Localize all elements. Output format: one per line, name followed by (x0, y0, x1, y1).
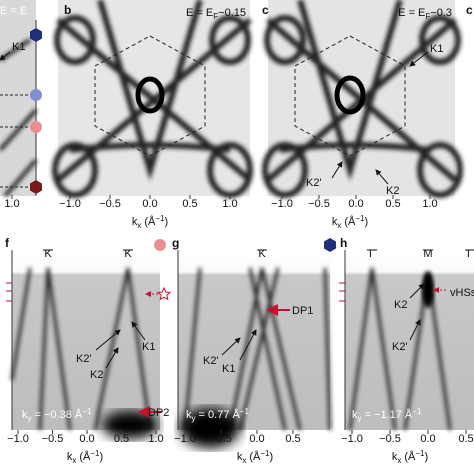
annotation: K2 (394, 299, 407, 311)
x-tick-label: 0.5 (285, 433, 300, 445)
axis-label-part: ) (270, 451, 274, 463)
annotation: vHSs (450, 287, 474, 299)
axis-label-part: −1 (260, 449, 270, 458)
point-label: Γ (467, 248, 473, 260)
momentum-label: ky = −1.17 Å−1 (352, 407, 422, 423)
point-label: Γ (369, 248, 375, 260)
momentum-label: ky = 0.77 Å−1 (186, 407, 250, 423)
annotation: K1 (430, 43, 443, 55)
x-tick-label: 1.0 (4, 198, 19, 210)
tick-labels: 1.0 −1.0 −0.5 0.0 0.5 1.0kx (Å−1)−1.0 −0.5 0.0 0… (4, 195, 474, 465)
x-tick-label: 1.0 (148, 433, 163, 445)
panel-letter: c (262, 3, 269, 17)
axis-label-part: (Å (76, 450, 91, 463)
x-tick-label: −0.5 (308, 198, 330, 210)
x-axis-label: kx (Å−1) (332, 214, 368, 230)
momentum-label: ky = −0.38 Å−1 (22, 407, 92, 423)
annotation: K1 (222, 363, 235, 375)
annotation: K1 (142, 341, 155, 353)
x-tick-label: −0.5 (42, 433, 64, 445)
axis-label-part: x (242, 456, 246, 465)
panel-f: f K K K1 K2' K2 DP2 ky = −0.38 Å−1 (5, 236, 172, 439)
x-tick-label: 0.0 (420, 433, 435, 445)
x-tick-label: 0.0 (348, 198, 363, 210)
panel-b: b E = EF−0.15 (52, 0, 253, 198)
annotation: DP2 (148, 407, 169, 419)
panel-g: g K DP1 K2' K1 ky = 0.77 Å−1 (172, 236, 336, 448)
panel-letter: c (466, 3, 473, 17)
axis-label-part: −1 (355, 214, 365, 223)
x-tick-label: 1.0 (422, 198, 437, 210)
axis-label-part: (Å (141, 215, 156, 228)
x-axis-label: kx (Å−1) (67, 449, 103, 465)
axis-label-part: x (397, 456, 401, 465)
axis-label-part: ) (365, 216, 369, 228)
energy-label: E = EF−0.3 (398, 7, 452, 21)
point-label: K (258, 248, 266, 260)
annotation: K2' (203, 355, 219, 367)
x-tick-label: 0.5 (182, 198, 197, 210)
x-tick-label: 1.0 (222, 198, 237, 210)
x-tick-label: 0.5 (458, 433, 473, 445)
x-tick-label: −1.0 (271, 198, 293, 210)
annotation: K2' (76, 353, 92, 365)
axis-label-part: x (72, 456, 76, 465)
x-tick-label: −0.5 (379, 433, 401, 445)
axis-label-part: k (132, 216, 138, 228)
point-label: M (423, 248, 432, 260)
axis-label-part: k (237, 451, 243, 463)
point-label: K (44, 248, 52, 260)
axis-label-part: (Å (341, 215, 356, 228)
panel-a: E = E K1 (0, 0, 42, 198)
annotation: K2' (306, 177, 322, 189)
axis-label-part: ) (425, 451, 429, 463)
panel-letter: f (5, 236, 10, 250)
x-tick-label: −1.0 (341, 433, 363, 445)
x-tick-label: −1.0 (59, 198, 81, 210)
axis-label-part: −1 (90, 449, 100, 458)
panel-letter: b (64, 3, 71, 17)
axis-label-part: −1 (155, 214, 165, 223)
x-tick-label: −0.5 (210, 433, 232, 445)
x-tick-label: −1.0 (7, 433, 29, 445)
axis-label-part: (Å (401, 450, 416, 463)
annotation: K1 (12, 41, 25, 53)
energy-label: E = E (0, 5, 27, 17)
x-tick-label: 0.0 (79, 433, 94, 445)
axis-label-part: x (137, 221, 141, 230)
panel-letter: g (172, 236, 179, 250)
panel-letter: h (340, 236, 347, 250)
axis-label-part: k (67, 451, 73, 463)
axis-label-part: x (337, 221, 341, 230)
x-tick-label: 0.5 (114, 433, 129, 445)
panel-c: K1 K2' K2 c E = EF−0.3 (262, 0, 463, 198)
x-tick-label: 0.0 (249, 433, 264, 445)
axis-label-part: ) (100, 451, 104, 463)
x-tick-label: 0.5 (385, 198, 400, 210)
point-label: K (124, 248, 132, 260)
x-axis-label: kx (Å−1) (132, 214, 168, 230)
axis-label-part: k (332, 216, 338, 228)
x-tick-label: −1.0 (174, 433, 196, 445)
annotation: DP1 (292, 305, 313, 317)
annotation: K2 (90, 369, 103, 381)
axis-label-part: (Å (246, 450, 261, 463)
panel-h: h Γ M Γ K2 vHSs K2' ky = −1.17 Å−1 (339, 236, 474, 431)
axis-label-part: ) (165, 216, 169, 228)
axis-label-part: −1 (415, 449, 425, 458)
annotation: K2 (386, 185, 399, 197)
x-axis-label: kx (Å−1) (237, 449, 273, 465)
x-tick-label: 0.0 (142, 198, 157, 210)
x-tick-label: −0.5 (99, 198, 121, 210)
axis-label-part: k (392, 451, 398, 463)
x-axis-label: kx (Å−1) (392, 449, 428, 465)
energy-label: E = EF−0.15 (186, 7, 246, 21)
annotation: K2' (392, 341, 408, 353)
